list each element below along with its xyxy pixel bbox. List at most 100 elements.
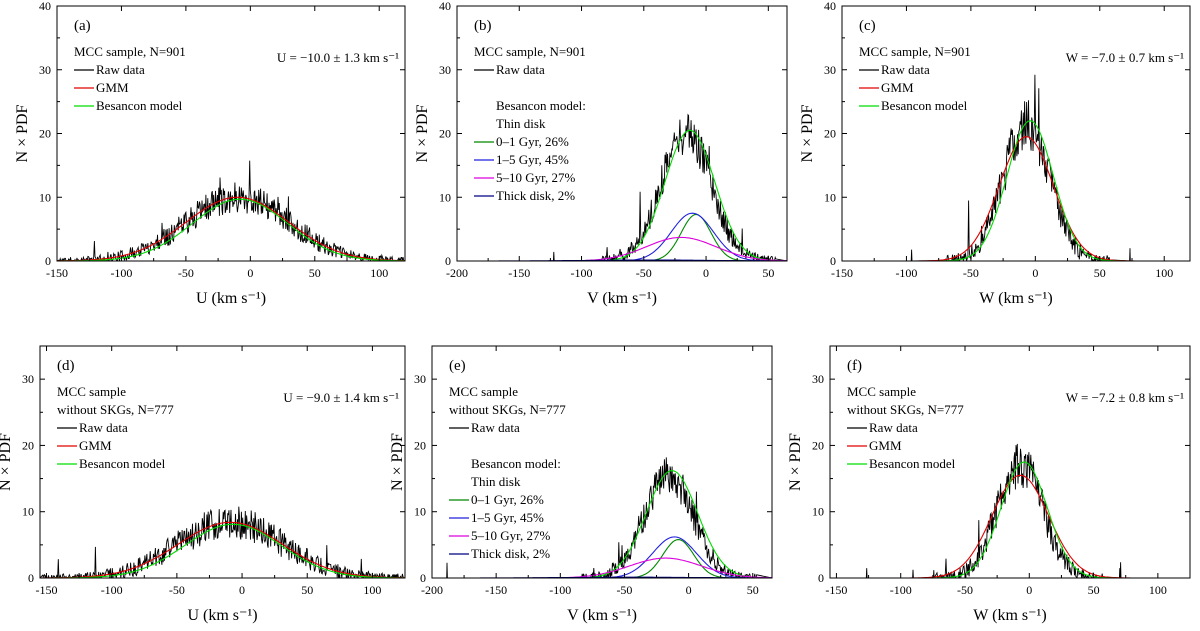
legend-entry: Raw data — [881, 62, 930, 77]
series-besancon-model — [830, 461, 1190, 578]
series-besancon-model — [432, 470, 772, 578]
x-axis-title: V (km s⁻¹) — [587, 290, 657, 307]
y-tick-label: 0 — [45, 254, 51, 268]
legend-entry: Besancon model — [869, 456, 956, 471]
legend-entry: Thin disk — [471, 474, 521, 489]
x-tick-label: 50 — [1094, 266, 1106, 280]
y-tick-label: 10 — [414, 505, 426, 519]
legend-entry: Thick disk, 2% — [496, 188, 575, 203]
panel-f: -150 -100 -50 0 50 100 0 10 20 30 W (km s⁻¹) N × PD… — [787, 345, 1191, 624]
legend-entry: 5–10 Gyr, 27% — [496, 170, 575, 185]
x-tick-label: -150 — [831, 266, 853, 280]
panel-label: (d) — [57, 358, 75, 374]
y-axis-title: N × PDF — [414, 104, 431, 162]
x-tick-label: -150 — [46, 266, 68, 280]
x-tick-label: 0 — [1032, 266, 1038, 280]
x-tick-label: -50 — [957, 583, 973, 597]
legend-entry: Raw data — [496, 62, 545, 77]
y-tick-label: 20 — [414, 438, 426, 452]
x-axis-title: U (km s⁻¹) — [196, 290, 266, 307]
y-tick-label: 0 — [818, 571, 824, 585]
y-tick-label: 10 — [39, 190, 51, 204]
series-besancon-model — [57, 198, 405, 261]
series-gmm — [40, 521, 405, 578]
legend-entry: GMM — [881, 80, 914, 95]
x-tick-label: -50 — [169, 583, 185, 597]
x-tick-label: 50 — [301, 583, 313, 597]
x-tick-label: -100 — [101, 583, 123, 597]
series-group — [57, 160, 405, 261]
legend-entry: Thick disk, 2% — [471, 546, 550, 561]
x-tick-label: -150 — [508, 266, 530, 280]
series-raw-data — [457, 113, 787, 261]
y-tick-label: 10 — [22, 505, 34, 519]
series-besancon-model — [457, 129, 787, 261]
y-tick-label: 0 — [28, 571, 34, 585]
x-tick-label: 50 — [762, 266, 774, 280]
sample-text: MCC sample, N=901 — [74, 44, 186, 59]
legend-entry: Raw data — [96, 62, 145, 77]
x-tick-label: -100 — [549, 583, 571, 597]
x-tick-label: 0 — [686, 583, 692, 597]
legend-entry: 1–5 Gyr, 45% — [471, 510, 544, 525]
series-5-10-gyr-27 — [457, 236, 787, 261]
y-tick-label: 30 — [439, 63, 451, 77]
x-axis-title: W (km s⁻¹) — [979, 290, 1052, 307]
x-tick-label: -100 — [571, 266, 593, 280]
plot-frame — [431, 345, 773, 579]
y-tick-label: 40 — [439, 0, 451, 13]
panel-e: -200 -150 -100 -50 0 50 0 10 20 30 V (km s⁻¹) N × P… — [389, 345, 773, 624]
y-tick-label: 20 — [439, 127, 451, 141]
y-axis-title: N × PDF — [0, 433, 14, 491]
series-raw-data — [830, 443, 1190, 578]
y-tick-label: 30 — [39, 63, 51, 77]
y-tick-label: 0 — [445, 254, 451, 268]
legend-entry: 1–5 Gyr, 45% — [496, 152, 569, 167]
y-tick-label: 10 — [439, 190, 451, 204]
y-axis-title: N × PDF — [389, 433, 406, 491]
sample-text: without SKGs, N=777 — [449, 402, 566, 417]
x-axis-title: V (km s⁻¹) — [567, 607, 637, 624]
x-tick-label: 100 — [370, 266, 388, 280]
x-tick-label: -50 — [636, 266, 652, 280]
legend-entry: Besancon model — [881, 98, 968, 113]
x-tick-label: 0 — [239, 583, 245, 597]
x-tick-label: -150 — [485, 583, 507, 597]
series-besancon-model — [40, 523, 405, 578]
x-axis-title: W (km s⁻¹) — [973, 607, 1046, 624]
x-tick-label: -50 — [178, 266, 194, 280]
panel-label: (f) — [847, 358, 862, 374]
x-tick-label: -200 — [446, 266, 468, 280]
plot-frame — [39, 345, 406, 579]
x-tick-label: 50 — [747, 583, 759, 597]
series-0-1-gyr-26 — [432, 539, 772, 578]
x-tick-label: 100 — [1149, 583, 1167, 597]
result-text: U = −10.0 ± 1.3 km s⁻¹ — [277, 50, 399, 65]
legend-entry: Besancon model: — [496, 98, 586, 113]
y-axis-title: N × PDF — [799, 104, 816, 162]
y-tick-label: 20 — [824, 127, 836, 141]
series-gmm — [842, 136, 1190, 261]
panel-c: -150 -100 -50 0 50 100 0 10 20 30 40 W (km s⁻¹) N × … — [799, 0, 1191, 307]
panel-label: (b) — [474, 18, 492, 34]
x-tick-label: -50 — [963, 266, 979, 280]
x-tick-label: 50 — [1088, 583, 1100, 597]
sample-text: MCC sample — [847, 384, 916, 399]
result-text: W = −7.2 ± 0.8 km s⁻¹ — [1066, 390, 1184, 405]
y-tick-label: 40 — [824, 0, 836, 13]
series-raw-data — [57, 160, 405, 261]
y-tick-label: 20 — [22, 438, 34, 452]
result-text: U = −9.0 ± 1.4 km s⁻¹ — [283, 390, 399, 405]
y-tick-label: 10 — [812, 505, 824, 519]
y-tick-label: 40 — [39, 0, 51, 13]
legend-entry: Thin disk — [496, 116, 546, 131]
x-tick-label: 50 — [309, 266, 321, 280]
y-tick-label: 10 — [824, 190, 836, 204]
sample-text: MCC sample — [57, 384, 126, 399]
y-tick-label: 30 — [22, 372, 34, 386]
legend-entry: 0–1 Gyr, 26% — [496, 134, 569, 149]
y-tick-label: 30 — [824, 63, 836, 77]
series-5-10-gyr-27 — [432, 557, 772, 578]
panel-label: (e) — [449, 358, 466, 374]
panel-a: -150 -100 -50 0 50 100 0 10 20 30 40 U (km s⁻¹) N × … — [14, 0, 406, 307]
